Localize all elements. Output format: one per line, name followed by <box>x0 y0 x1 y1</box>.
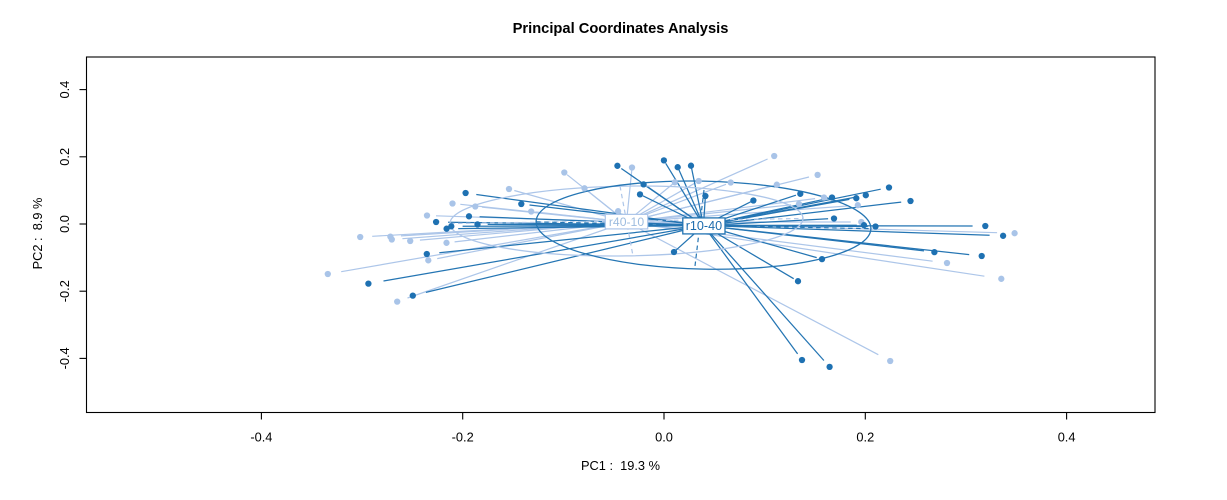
svg-text:-0.4: -0.4 <box>250 430 272 445</box>
svg-text:PC2 : 8.9 %: PC2 : 8.9 % <box>30 198 45 270</box>
svg-text:-0.2: -0.2 <box>57 280 72 302</box>
svg-text:-0.4: -0.4 <box>57 347 72 369</box>
svg-text:-0.2: -0.2 <box>452 430 474 445</box>
svg-text:PC1 : 19.3 %: PC1 : 19.3 % <box>581 458 660 473</box>
svg-text:0.0: 0.0 <box>655 430 673 445</box>
svg-text:0.4: 0.4 <box>57 81 72 99</box>
svg-text:0.2: 0.2 <box>57 148 72 166</box>
svg-text:Principal Coordinates Analysis: Principal Coordinates Analysis <box>513 21 729 37</box>
svg-text:r40-10: r40-10 <box>609 215 644 229</box>
svg-text:0.2: 0.2 <box>856 430 874 445</box>
svg-text:0.4: 0.4 <box>1058 430 1076 445</box>
svg-text:0.0: 0.0 <box>57 215 72 233</box>
svg-text:r10-40: r10-40 <box>686 219 722 233</box>
